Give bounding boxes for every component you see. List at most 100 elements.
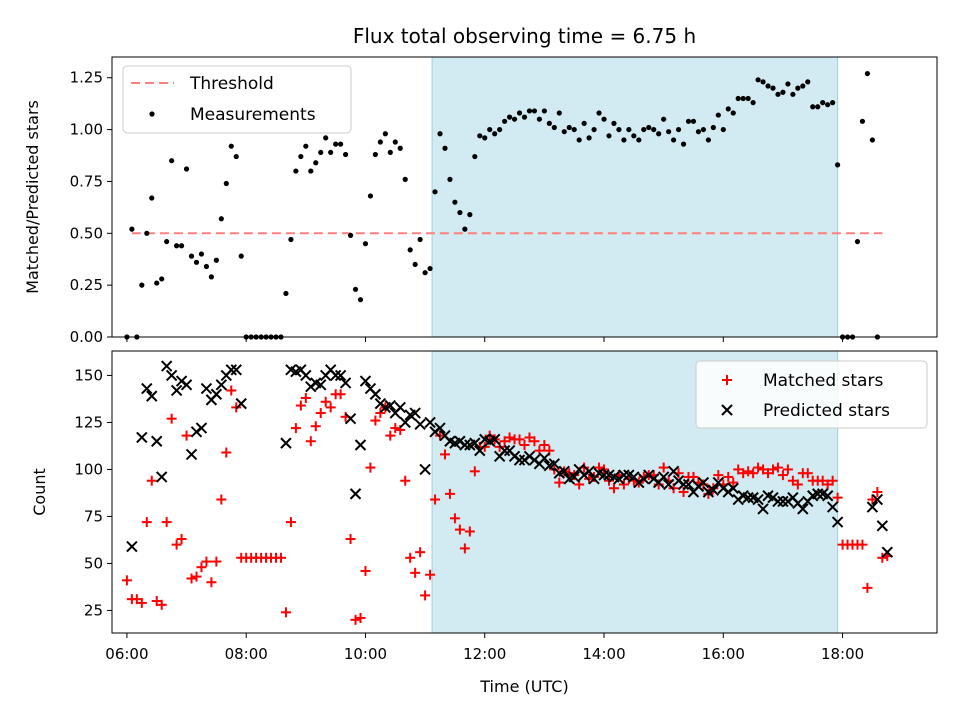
bottom-legend-box <box>695 360 928 429</box>
measurement-point <box>581 120 587 126</box>
measurement-point <box>830 100 836 106</box>
top-y-axis-label: Matched/Predicted stars <box>23 100 42 294</box>
measurement-point <box>238 253 244 259</box>
measurement-point <box>367 193 374 199</box>
measurement-point <box>666 129 672 135</box>
measurement-point <box>129 226 135 232</box>
measurement-point <box>492 131 498 137</box>
measurement-point <box>288 236 294 243</box>
matched-point <box>713 470 724 481</box>
matched-point <box>136 597 147 608</box>
measurement-point <box>482 135 488 141</box>
x-stroke-b <box>185 448 198 461</box>
x-stroke-b <box>707 484 720 496</box>
measurement-point <box>452 199 458 205</box>
x-stroke-b <box>419 463 431 476</box>
predicted-point <box>200 382 213 395</box>
measurement-point <box>362 241 369 247</box>
measurement-point <box>541 108 547 114</box>
measurement-point <box>387 149 393 156</box>
top-legend-box <box>122 65 352 134</box>
bottom-y-tick-label: 25 <box>84 601 103 619</box>
measurement-point <box>546 120 552 126</box>
predicted-point <box>548 458 561 470</box>
x-axis-label: Time (UTC) <box>479 677 568 696</box>
measurement-point <box>606 133 612 139</box>
x-stroke-b <box>469 437 481 449</box>
measurement-point <box>641 126 647 133</box>
measurement-point <box>571 126 577 133</box>
x-tick-label: 10:00 <box>344 645 387 663</box>
measurement-point <box>626 126 632 133</box>
measurement-point <box>695 129 702 135</box>
measurement-point <box>407 247 413 253</box>
predicted-point <box>344 412 357 425</box>
x-stroke-b <box>424 416 436 429</box>
predicted-point <box>488 433 501 446</box>
predicted-point <box>474 444 486 457</box>
matched-point <box>519 440 530 450</box>
x-stroke-b <box>742 491 754 504</box>
predicted-point <box>434 422 446 434</box>
measurement-point <box>457 209 463 216</box>
x-stroke-b <box>315 379 327 391</box>
predicted-point <box>155 471 168 483</box>
measurement-point <box>616 126 622 133</box>
x-stroke-b <box>513 454 526 466</box>
x-stroke-b <box>200 382 213 395</box>
predicted-point <box>881 546 894 558</box>
x-stroke-b <box>752 493 764 506</box>
matched-point <box>554 477 565 488</box>
measurement-point <box>805 79 811 85</box>
x-stroke-b <box>657 471 670 483</box>
measurement-point <box>139 282 145 288</box>
x-stroke-b <box>573 463 585 476</box>
x-stroke-b <box>498 444 511 457</box>
matched-point <box>539 440 550 450</box>
predicted-point <box>339 377 352 389</box>
matched-point <box>792 479 803 490</box>
measurement-point <box>705 137 711 143</box>
measurement-point <box>576 137 582 143</box>
x-stroke-b <box>757 503 769 515</box>
measurement-point <box>835 162 841 168</box>
x-stroke-b <box>712 476 725 489</box>
x-stroke-b <box>628 471 640 483</box>
predicted-point <box>300 369 312 382</box>
x-stroke-b <box>618 469 630 481</box>
x-stroke-b <box>792 497 804 509</box>
matched-point <box>449 513 460 524</box>
predicted-point <box>682 478 695 491</box>
matched-point <box>325 402 336 413</box>
matched-point <box>161 517 172 528</box>
predicted-point <box>126 540 138 553</box>
x-stroke-b <box>359 375 372 387</box>
measurement-point <box>720 126 726 133</box>
predicted-point <box>568 471 580 483</box>
measurement-point <box>477 133 483 139</box>
matched-point <box>504 432 515 443</box>
top-legend: Threshold Measurements <box>122 65 352 134</box>
measurement-point <box>293 168 299 174</box>
matched-point <box>196 562 207 573</box>
matched-point <box>529 436 540 447</box>
measurement-point <box>159 276 165 282</box>
measurement-point <box>636 137 642 143</box>
x-tick-label: 08:00 <box>225 645 268 663</box>
x-stroke-b <box>608 471 620 483</box>
measurement-point <box>725 106 731 112</box>
top-y-axis: 0.00 0.25 0.50 0.75 1.00 1.25 <box>70 69 112 346</box>
matched-point <box>608 483 619 494</box>
matched-point <box>375 408 386 419</box>
matched-point <box>211 556 222 567</box>
predicted-point <box>210 388 223 400</box>
x-stroke-b <box>721 404 733 416</box>
measurement-point <box>372 151 379 158</box>
matched-point <box>141 517 152 528</box>
x-stroke-b <box>439 429 451 442</box>
matched-point <box>186 573 197 584</box>
x-stroke-b <box>344 412 357 425</box>
predicted-point <box>797 503 809 515</box>
matched-point <box>872 487 883 497</box>
